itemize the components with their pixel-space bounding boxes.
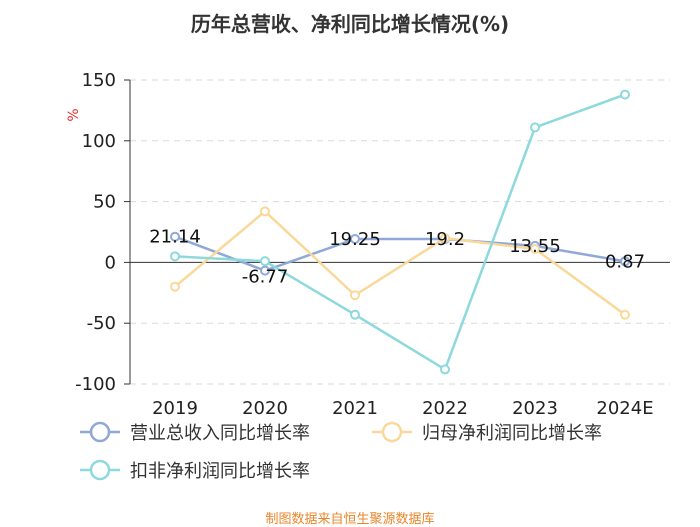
data-label: 13.55 — [509, 236, 561, 257]
series-3-point — [260, 256, 270, 267]
series-3-point — [170, 251, 180, 262]
series-line-1 — [174, 235, 626, 272]
legend-marker — [89, 421, 111, 443]
x-tick-label: 2020 — [242, 398, 288, 419]
series-2-point — [350, 290, 360, 301]
legend-item: 营业总收入同比增长率 — [80, 421, 310, 444]
series-layer — [170, 89, 630, 375]
series-3-point — [350, 309, 360, 320]
y-tick-label: 0 — [105, 252, 116, 273]
grid-layer — [130, 79, 670, 385]
series-1-point — [260, 265, 270, 276]
y-tick-label: 100 — [82, 131, 116, 152]
y-tick-label: -100 — [75, 374, 116, 395]
series-1-point — [620, 256, 630, 267]
x-tick-label: 2019 — [152, 398, 198, 419]
y-axis-unit-label: % — [66, 108, 82, 121]
chart-title: 历年总营收、净利同比增长情况(%) — [190, 12, 510, 36]
data-label: 0.87 — [605, 251, 645, 272]
legend-marker — [381, 421, 403, 443]
y-tick-label: 50 — [93, 192, 116, 213]
series-line-2 — [174, 210, 626, 316]
source-note: 制图数据来自恒生聚源数据库 — [265, 512, 435, 527]
legend-marker — [89, 459, 111, 481]
x-tick-label: 2021 — [332, 398, 378, 419]
series-1-point — [350, 233, 360, 244]
series-2-point — [620, 309, 630, 320]
x-tick-label: 2023 — [512, 398, 558, 419]
data-label: -6.77 — [242, 267, 289, 288]
series-2-point — [260, 206, 270, 217]
legend-label: 扣非净利润同比增长率 — [130, 461, 310, 482]
series-line-3 — [174, 93, 626, 371]
legend-label: 归母净利润同比增长率 — [422, 423, 602, 444]
series-2-point — [530, 244, 540, 255]
series-3-point — [530, 122, 540, 133]
data-label: 21.14 — [149, 227, 201, 248]
legend-item: 扣非净利润同比增长率 — [80, 459, 310, 482]
series-3-point — [440, 364, 450, 375]
axis-layer: 150 100 50 0 -50 -100% 2019 2020 2021 2022 2023 202… — [66, 70, 670, 419]
x-tick-label: 2022 — [422, 398, 468, 419]
series-3-point — [620, 89, 630, 100]
data-label: 19.25 — [329, 229, 381, 250]
y-tick-label: -50 — [87, 313, 116, 334]
legend-item: 归母净利润同比增长率 — [372, 421, 602, 444]
legend-label: 营业总收入同比增长率 — [130, 423, 310, 444]
data-label-layer: 21.14 -6.77 19.25 19.2 13.55 0.87 — [149, 227, 645, 288]
x-tick-label: 2024E — [596, 398, 653, 419]
series-1-point — [170, 231, 180, 242]
data-label: 19.2 — [425, 229, 465, 250]
series-2-point — [440, 233, 450, 244]
y-tick-label: 150 — [82, 70, 116, 91]
series-2-point — [170, 281, 180, 292]
